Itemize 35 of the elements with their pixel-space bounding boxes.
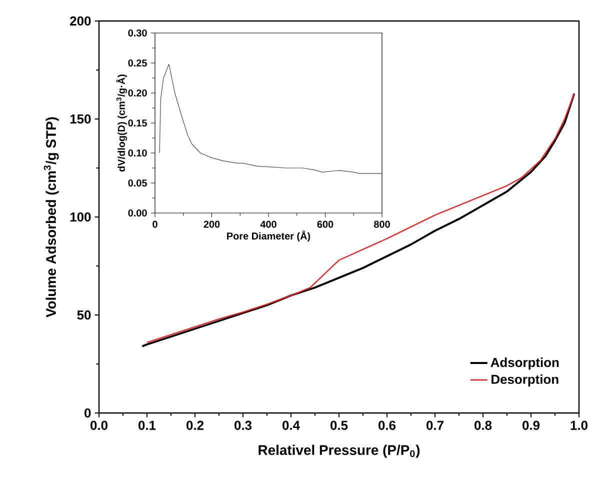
x-axis-title: Relativel Pressure (P/P$_{0}$) bbox=[258, 444, 420, 458]
y-tick-label: 0.20 bbox=[128, 89, 147, 97]
y-tick-label: 0.00 bbox=[128, 209, 147, 217]
x-tick-label: 0.2 bbox=[186, 420, 204, 430]
x-tick-label: 200 bbox=[204, 220, 220, 228]
y-tick-label: 0.30 bbox=[128, 29, 147, 37]
x-tick-label: 0 bbox=[152, 220, 158, 228]
y-tick-label: 0.05 bbox=[128, 179, 147, 187]
y-tick-label: 150 bbox=[70, 114, 91, 124]
x-tick-label: 1.0 bbox=[570, 420, 588, 430]
y-tick-label: 0.10 bbox=[128, 149, 147, 157]
x-tick-label: 0.0 bbox=[90, 420, 108, 430]
x-axis-title: Pore Diameter (Å) bbox=[227, 230, 310, 242]
legend-label: Adsorption bbox=[490, 358, 559, 370]
x-tick-label: 0.5 bbox=[330, 420, 348, 430]
x-tick-label: 600 bbox=[317, 220, 334, 228]
y-axis-title: Volume Adsorbed (cm$^{3}$/g STP) bbox=[44, 117, 59, 318]
x-tick-label: 0.8 bbox=[474, 420, 492, 430]
x-tick-label: 0.9 bbox=[522, 420, 540, 430]
y-tick-label: 0.25 bbox=[128, 59, 147, 67]
line-series bbox=[159, 64, 382, 174]
x-tick-label: 0.7 bbox=[426, 420, 444, 430]
x-tick-label: 0.1 bbox=[138, 420, 156, 430]
y-tick-label: 50 bbox=[77, 310, 91, 320]
y-axis-title: dV/dlog(D) (cm$^{3}$/g·Å) bbox=[116, 74, 127, 172]
y-tick-label: 0 bbox=[84, 408, 91, 418]
x-tick-label: 0.3 bbox=[234, 420, 252, 430]
y-tick-label: 100 bbox=[70, 212, 91, 222]
y-tick-label: 0.15 bbox=[128, 119, 147, 127]
x-tick-label: 0.4 bbox=[282, 420, 300, 430]
legend-label: Desorption bbox=[492, 374, 558, 386]
y-tick-label: 200 bbox=[70, 16, 91, 26]
x-tick-label: 400 bbox=[260, 220, 276, 228]
x-tick-label: 800 bbox=[374, 220, 390, 228]
x-tick-label: 0.6 bbox=[378, 420, 396, 430]
